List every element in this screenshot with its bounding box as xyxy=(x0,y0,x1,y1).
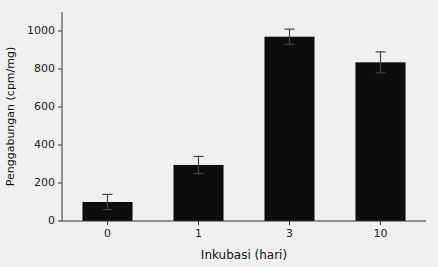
error-cap xyxy=(285,29,295,30)
y-tick-label: 800 xyxy=(34,62,55,75)
error-line xyxy=(380,52,381,73)
y-tick-label: 0 xyxy=(48,214,55,227)
background xyxy=(0,0,438,267)
y-axis-line xyxy=(62,12,63,221)
error-cap xyxy=(103,209,113,210)
y-tick xyxy=(58,69,62,70)
x-axis-label: Inkubasi (hari) xyxy=(201,248,287,262)
y-tick xyxy=(58,183,62,184)
error-bar xyxy=(103,194,113,209)
x-tick xyxy=(289,221,290,225)
error-line xyxy=(289,29,290,44)
marks xyxy=(82,29,405,221)
error-bar xyxy=(194,156,204,173)
error-cap xyxy=(285,44,295,45)
y-tick xyxy=(58,221,62,222)
chart-svg: 0 200 400 600 800 1000 0 1 3 10 Inkubasi (hari) Pen… xyxy=(0,0,438,267)
bar xyxy=(355,62,405,221)
error-bar xyxy=(376,52,386,73)
y-tick-label: 600 xyxy=(34,100,55,113)
chart-container: 0 200 400 600 800 1000 0 1 3 10 Inkubasi (hari) Pen… xyxy=(0,0,438,267)
x-axis-line xyxy=(62,221,426,222)
y-tick-label: 1000 xyxy=(27,24,55,37)
x-tick-label: 1 xyxy=(195,227,202,240)
x-tick-label: 10 xyxy=(374,227,388,240)
y-tick-label: 400 xyxy=(34,138,55,151)
error-cap xyxy=(376,51,386,52)
error-bar xyxy=(285,29,295,44)
error-cap xyxy=(194,156,204,157)
x-tick-label: 0 xyxy=(104,227,111,240)
y-tick-label: 200 xyxy=(34,176,55,189)
axes: 0 200 400 600 800 1000 0 1 3 10 xyxy=(27,12,426,240)
y-axis-label: Penggabungan (cpm/mg) xyxy=(4,47,17,187)
x-tick xyxy=(380,221,381,225)
y-tick xyxy=(58,107,62,108)
bar xyxy=(264,37,314,221)
x-tick xyxy=(107,221,108,225)
error-cap xyxy=(103,194,113,195)
y-tick xyxy=(58,31,62,32)
error-cap xyxy=(194,173,204,174)
error-line xyxy=(198,156,199,173)
bar xyxy=(173,165,223,221)
error-line xyxy=(107,194,108,209)
x-tick xyxy=(198,221,199,225)
y-tick xyxy=(58,145,62,146)
x-tick-label: 3 xyxy=(286,227,293,240)
error-cap xyxy=(376,72,386,73)
